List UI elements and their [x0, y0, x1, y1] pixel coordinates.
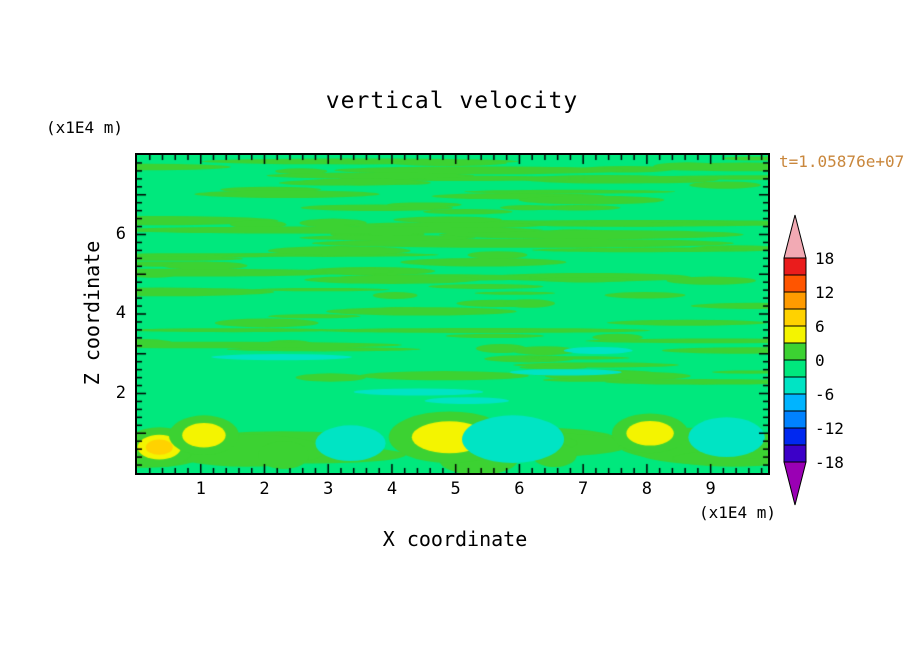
colorbar-over-arrow — [783, 214, 807, 259]
colorbar: 18 12 6 0 -6 -12 -18 — [783, 214, 844, 506]
z-tick-label: 4 — [115, 303, 126, 323]
x-tick-label: 2 — [259, 479, 270, 499]
colorbar-cell — [783, 274, 807, 293]
colorbar-tick-label: -12 — [815, 419, 844, 438]
z-tick-label: 6 — [115, 223, 126, 244]
colorbar-cell — [783, 325, 807, 344]
colorbar-cell — [783, 308, 807, 327]
colorbar-tick-label: 0 — [815, 351, 825, 370]
x-tick-label: 5 — [450, 479, 461, 499]
x-tick-label: 9 — [705, 479, 716, 499]
x-tick-label: 3 — [323, 479, 334, 499]
x-axis-label: X coordinate — [382, 527, 528, 551]
colorbar-cell — [783, 427, 807, 446]
colorbar-tick-label: -6 — [815, 385, 834, 404]
x-tick-label: 6 — [514, 479, 525, 499]
colorbar-cell — [783, 257, 807, 276]
colorbar-cell — [783, 410, 807, 429]
colorbar-cell — [783, 393, 807, 412]
chart-title: vertical velocity — [325, 88, 579, 114]
contour-field — [135, 153, 770, 475]
timestamp: t=1.05876e+07 — [779, 152, 904, 171]
x-tick-label: 1 — [195, 479, 206, 499]
colorbar-tick-label: 12 — [815, 283, 834, 302]
z-tick-label: 2 — [115, 382, 126, 403]
colorbar-tick-label: 18 — [815, 249, 834, 268]
colorbar-tick-label: 6 — [815, 317, 825, 336]
colorbar-cell — [783, 444, 807, 463]
x-tick-label: 4 — [386, 479, 398, 499]
colorbar-under-arrow — [783, 461, 807, 506]
x-tick-label: 7 — [578, 479, 589, 499]
colorbar-cell — [783, 342, 807, 361]
x-axis-unit: (x1E4 m) — [699, 503, 777, 522]
colorbar-cell — [783, 376, 807, 395]
x-tick-label: 8 — [641, 479, 653, 499]
colorbar-cell — [783, 291, 807, 310]
z-axis-label: Z coordinate — [80, 240, 104, 386]
colorbar-cell — [783, 359, 807, 378]
colorbar-tick-label: -18 — [815, 453, 844, 472]
z-axis-unit: (x1E4 m) — [46, 118, 124, 137]
